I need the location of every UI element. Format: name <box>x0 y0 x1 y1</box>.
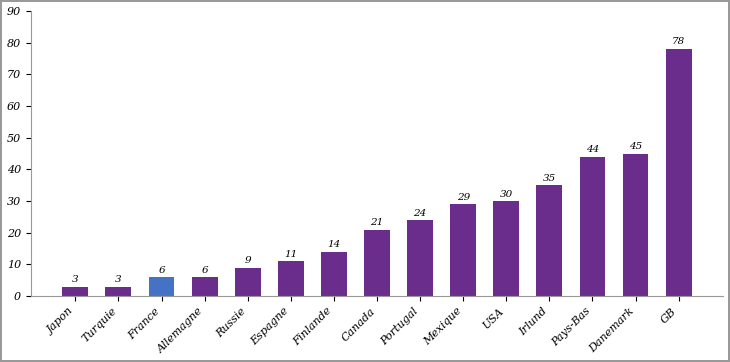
Text: 3: 3 <box>72 275 79 284</box>
Text: 24: 24 <box>413 209 427 218</box>
Bar <box>666 49 691 296</box>
Text: 3: 3 <box>115 275 122 284</box>
Bar <box>321 252 347 296</box>
Text: 30: 30 <box>499 190 513 198</box>
Text: 78: 78 <box>672 37 685 46</box>
Bar <box>149 277 174 296</box>
Bar <box>580 157 605 296</box>
Bar <box>235 268 261 296</box>
Text: 9: 9 <box>245 256 251 265</box>
Bar <box>364 230 390 296</box>
Text: 11: 11 <box>284 250 297 259</box>
Bar <box>450 204 476 296</box>
Bar <box>623 153 648 296</box>
Text: 6: 6 <box>201 266 208 274</box>
Bar <box>105 287 131 296</box>
Text: 44: 44 <box>586 145 599 154</box>
Text: 14: 14 <box>327 240 340 249</box>
Text: 6: 6 <box>158 266 165 274</box>
Bar <box>62 287 88 296</box>
Text: 29: 29 <box>456 193 470 202</box>
Text: 45: 45 <box>629 142 642 151</box>
Bar <box>278 261 304 296</box>
Bar <box>192 277 218 296</box>
Bar <box>493 201 519 296</box>
Text: 21: 21 <box>370 218 383 227</box>
Text: 35: 35 <box>542 174 556 183</box>
Bar <box>407 220 433 296</box>
Bar <box>537 185 562 296</box>
